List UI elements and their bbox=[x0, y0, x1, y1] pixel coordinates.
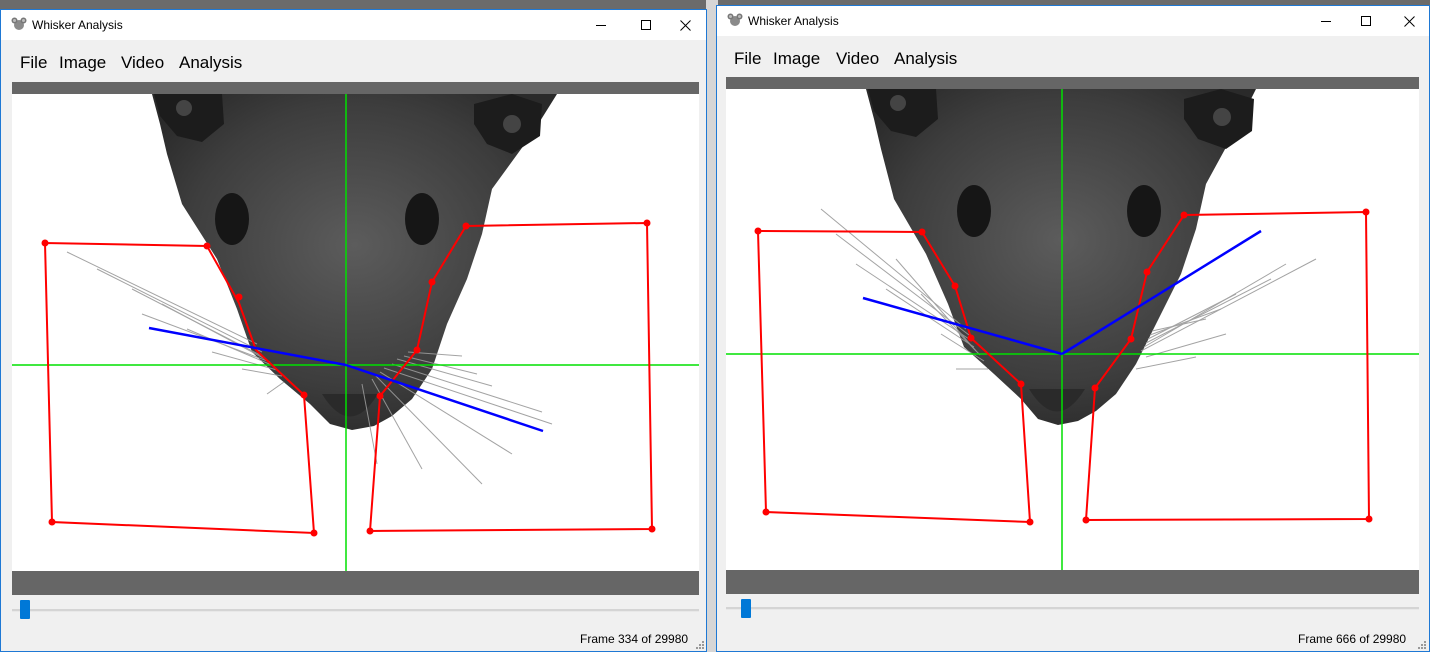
close-button[interactable] bbox=[663, 10, 706, 40]
menu-analysis[interactable]: Analysis bbox=[894, 49, 958, 68]
whisker-analysis-window-right[interactable]: Whisker Analysis File Image Video Analys… bbox=[716, 5, 1430, 652]
title-bar[interactable]: Whisker Analysis bbox=[717, 6, 1429, 36]
roi-left[interactable] bbox=[41, 239, 318, 537]
menu-image[interactable]: Image bbox=[773, 49, 821, 68]
menu-image[interactable]: Image bbox=[59, 53, 107, 72]
maximize-icon bbox=[641, 20, 651, 30]
menu-analysis[interactable]: Analysis bbox=[179, 53, 243, 72]
roi-right[interactable] bbox=[366, 219, 656, 535]
close-button[interactable] bbox=[1387, 6, 1429, 36]
video-frame-canvas bbox=[726, 89, 1419, 570]
image-top-bar bbox=[12, 82, 699, 94]
frame-slider-thumb[interactable] bbox=[20, 600, 30, 619]
minimize-button[interactable] bbox=[579, 10, 624, 40]
crosshair bbox=[12, 94, 699, 571]
image-top-bar bbox=[726, 77, 1419, 89]
window-title: Whisker Analysis bbox=[748, 14, 839, 28]
menu-file[interactable]: File bbox=[20, 53, 48, 72]
roi-left[interactable] bbox=[754, 227, 1034, 526]
mouse-head-image bbox=[820, 89, 1317, 425]
desktop-gap bbox=[706, 0, 718, 652]
frame-slider-track[interactable] bbox=[12, 609, 699, 612]
image-bottom-bar bbox=[12, 571, 699, 595]
minimize-icon bbox=[596, 25, 606, 26]
window-title: Whisker Analysis bbox=[32, 18, 123, 32]
maximize-icon bbox=[1361, 16, 1371, 26]
video-frame-view[interactable] bbox=[726, 89, 1419, 570]
close-icon bbox=[680, 20, 691, 31]
frame-status: Frame 334 of 29980 bbox=[580, 632, 689, 646]
mouse-head-image bbox=[66, 94, 557, 485]
frame-slider-track[interactable] bbox=[726, 607, 1419, 610]
menu-video[interactable]: Video bbox=[836, 49, 880, 68]
frame-slider-thumb[interactable] bbox=[741, 599, 751, 618]
title-bar[interactable]: Whisker Analysis bbox=[1, 10, 706, 40]
menu-bar: File Image Video Analysis bbox=[717, 36, 1429, 76]
frame-status: Frame 666 of 29980 bbox=[1298, 632, 1407, 646]
roi-right[interactable] bbox=[1082, 208, 1373, 524]
whisker-angle-lines bbox=[862, 229, 1262, 356]
whisker-analysis-window-left[interactable]: Whisker Analysis File Image Video Analys… bbox=[0, 9, 707, 652]
menu-file[interactable]: File bbox=[734, 49, 762, 68]
mouse-app-icon bbox=[727, 13, 743, 26]
maximize-button[interactable] bbox=[1344, 6, 1389, 36]
image-bottom-bar bbox=[726, 570, 1419, 594]
minimize-icon bbox=[1321, 21, 1331, 22]
video-frame-view[interactable] bbox=[12, 94, 699, 571]
resize-grip-icon[interactable] bbox=[695, 640, 705, 650]
resize-grip-icon[interactable] bbox=[1417, 640, 1427, 650]
menu-bar: File Image Video Analysis bbox=[1, 40, 706, 80]
minimize-button[interactable] bbox=[1304, 6, 1349, 36]
menu-video[interactable]: Video bbox=[121, 53, 165, 72]
whisker-angle-lines bbox=[148, 326, 544, 433]
close-icon bbox=[1404, 16, 1415, 27]
video-frame-canvas bbox=[12, 94, 699, 571]
maximize-button[interactable] bbox=[624, 10, 669, 40]
crosshair bbox=[726, 89, 1419, 570]
mouse-app-icon bbox=[11, 17, 27, 30]
